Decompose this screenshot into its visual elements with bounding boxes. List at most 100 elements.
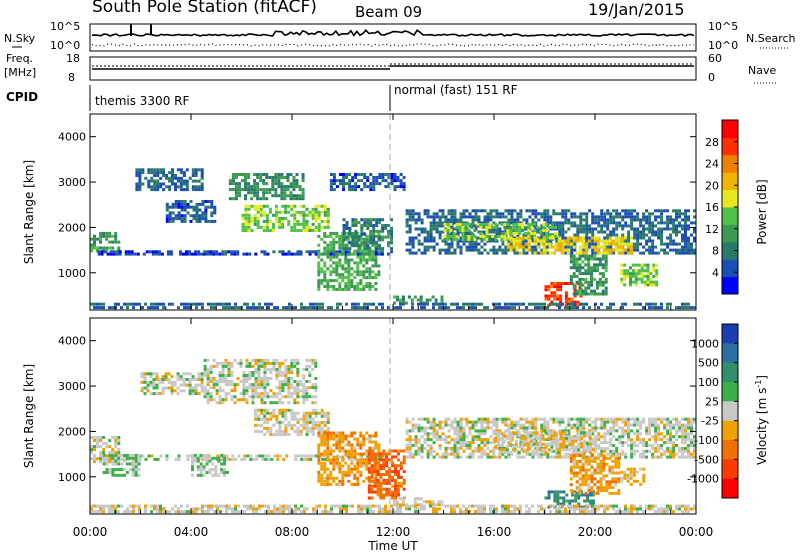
heatmap-cell: [455, 225, 459, 229]
heatmap-cell: [342, 179, 345, 183]
heatmap-cell: [114, 302, 117, 306]
heatmap-cell: [554, 245, 558, 249]
heatmap-cell: [426, 426, 430, 430]
heatmap-cell: [684, 224, 687, 228]
heatmap-cell: [296, 392, 300, 396]
heatmap-cell: [627, 239, 631, 243]
heatmap-cell: [649, 272, 653, 276]
heatmap-cell: [648, 251, 652, 255]
heatmap-cell: [205, 453, 209, 457]
heatmap-cell: [684, 251, 687, 255]
heatmap-cell: [588, 435, 592, 439]
heatmap-cell: [576, 417, 580, 421]
heatmap-cell: [385, 487, 389, 491]
heatmap-cell: [314, 414, 318, 418]
heatmap-cell: [356, 464, 360, 468]
heatmap-cell: [332, 464, 336, 468]
heatmap-cell: [390, 173, 394, 176]
heatmap-cell: [311, 213, 315, 217]
heatmap-cell: [96, 306, 99, 310]
heatmap-cell: [438, 306, 441, 310]
heatmap-cell: [518, 251, 522, 255]
heatmap-cell: [309, 457, 313, 461]
heatmap-cell: [420, 221, 424, 225]
heatmap-cell: [111, 468, 115, 472]
heatmap-cell: [660, 306, 663, 310]
heatmap-cell: [213, 211, 217, 215]
heatmap-cell: [474, 212, 478, 216]
heatmap-cell: [215, 361, 219, 365]
heatmap-cell: [693, 215, 696, 219]
heatmap-cell: [182, 179, 186, 183]
heatmap-cell: [215, 252, 219, 256]
heatmap-cell: [534, 435, 538, 439]
heatmap-cell: [136, 252, 140, 256]
heatmap-cell: [542, 236, 546, 240]
heatmap-cell: [480, 438, 484, 442]
heatmap-cell: [345, 221, 349, 225]
heatmap-cell: [332, 173, 336, 176]
heatmap-cell: [652, 280, 656, 284]
heatmap-cell: [438, 426, 442, 430]
heatmap-cell: [492, 429, 496, 433]
heatmap-cell: [543, 420, 547, 424]
heatmap-cell: [371, 243, 375, 247]
heatmap-cell: [657, 230, 661, 234]
heatmap-cell: [470, 222, 474, 226]
heatmap-cell: [651, 302, 654, 306]
heatmap-cell: [308, 426, 312, 430]
heatmap-cell: [564, 215, 568, 219]
heatmap-cell: [335, 261, 339, 265]
heatmap-cell: [238, 191, 241, 195]
heatmap-cell: [257, 380, 261, 383]
heatmap-cell: [323, 273, 327, 277]
heatmap-cell: [227, 374, 231, 377]
heatmap-cell: [130, 252, 134, 256]
heatmap-cell: [266, 383, 270, 387]
heatmap-cell: [537, 251, 541, 255]
heatmap-cell: [231, 176, 235, 179]
heatmap-cell: [174, 174, 177, 177]
heatmap-cell: [533, 242, 537, 246]
heatmap-cell: [338, 431, 342, 435]
heatmap-cell: [396, 452, 400, 456]
heatmap-cell: [100, 250, 104, 254]
heatmap-cell: [220, 462, 224, 466]
heatmap-cell: [356, 249, 360, 253]
heatmap-cell: [453, 441, 457, 445]
heatmap-cell: [194, 185, 198, 189]
heatmap-cell: [203, 364, 207, 368]
heatmap-cell: [196, 473, 200, 477]
heatmap-cell: [256, 191, 260, 195]
heatmap-cell: [159, 171, 163, 175]
heatmap-cell: [370, 458, 374, 462]
heatmap-cell: [230, 389, 234, 393]
heatmap-cell: [188, 378, 192, 381]
heatmap-cell: [684, 212, 687, 216]
heatmap-cell: [194, 389, 198, 393]
heatmap-cell: [134, 465, 138, 469]
heatmap-cell: [402, 458, 406, 462]
heatmap-cell: [212, 380, 216, 383]
heatmap-cell: [603, 221, 607, 225]
heatmap-cell: [188, 380, 192, 384]
heatmap-cell: [311, 426, 315, 430]
heatmap-cell: [323, 476, 327, 480]
heatmap-cell: [612, 215, 616, 219]
heatmap-cell: [390, 250, 393, 254]
heatmap-cell: [194, 188, 198, 192]
heatmap-cell: [495, 209, 499, 213]
heatmap-cell: [188, 383, 192, 387]
heatmap-cell: [105, 468, 109, 472]
heatmap-cell: [176, 378, 180, 381]
heatmap-cell: [204, 219, 208, 223]
heatmap-cell: [578, 263, 582, 267]
heatmap-cell: [256, 210, 260, 214]
heatmap-cell: [146, 386, 150, 390]
heatmap-cell: [471, 441, 475, 445]
heatmap-cell: [533, 229, 537, 232]
y-tick-label: 1000: [58, 267, 86, 280]
heatmap-cell: [561, 233, 565, 237]
heatmap-cell: [648, 245, 652, 249]
heatmap-cell: [390, 182, 394, 186]
